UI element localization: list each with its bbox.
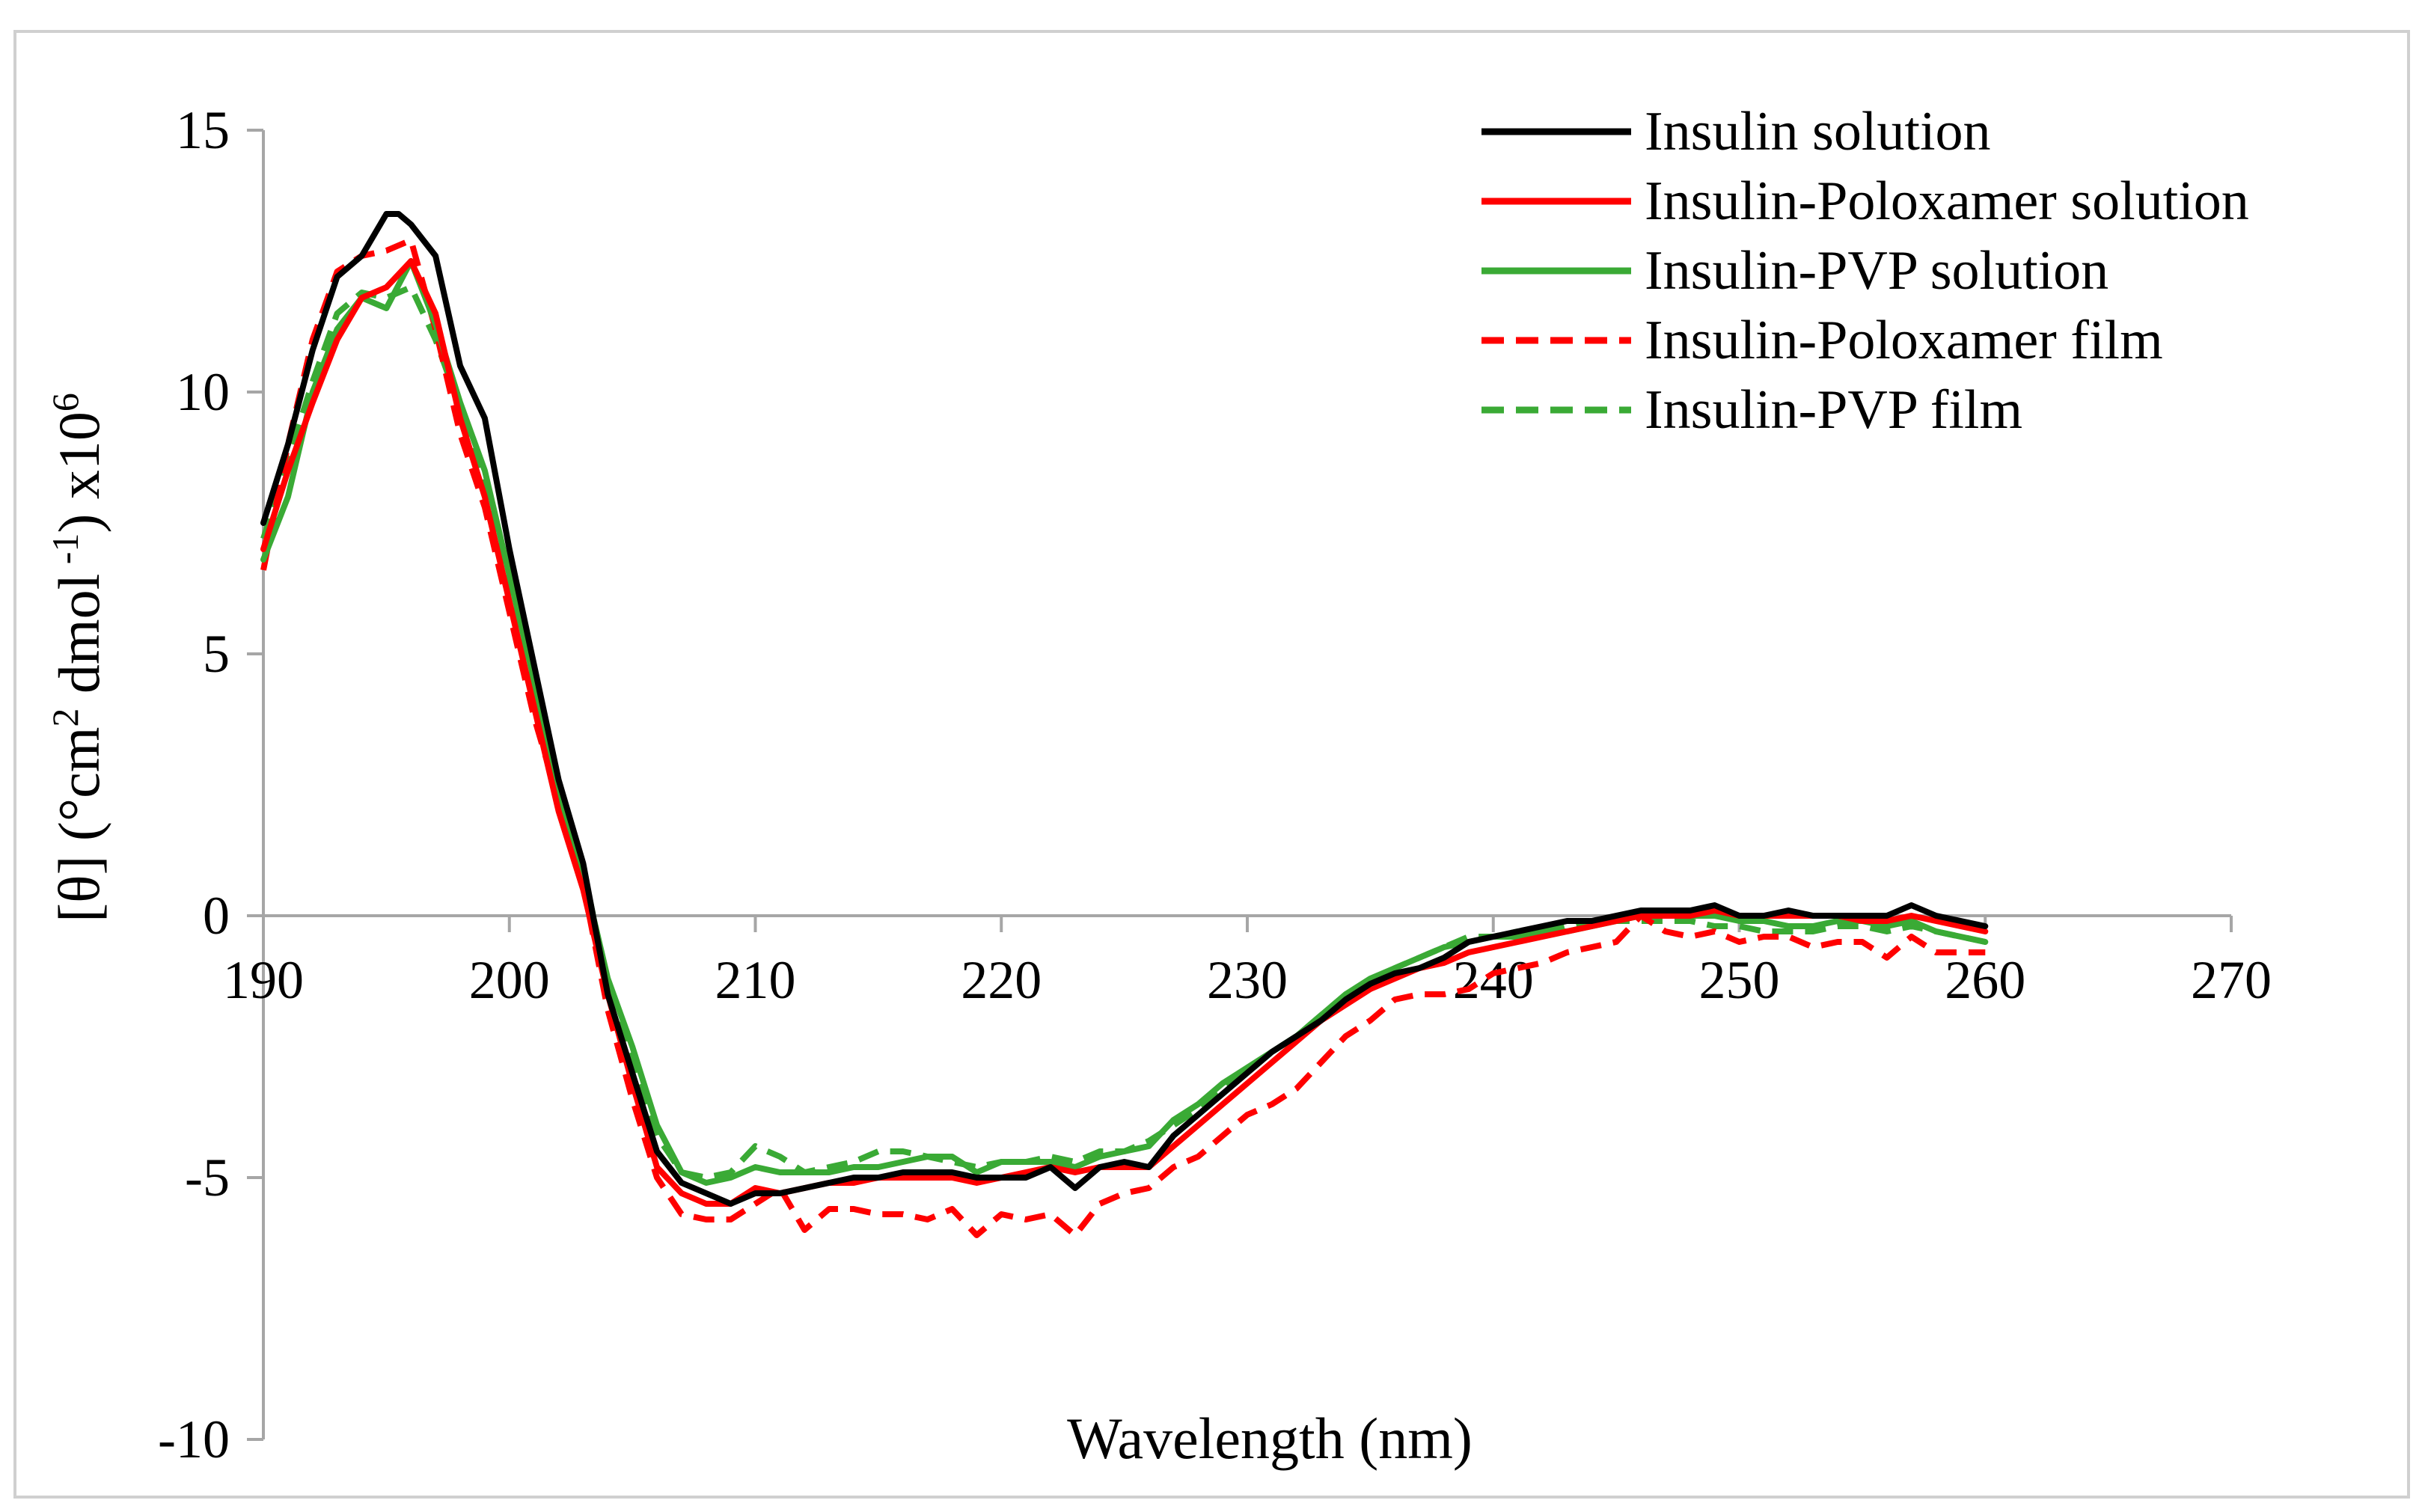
x-tick-label: 190	[223, 950, 304, 1010]
x-tick-label: 260	[1945, 950, 2025, 1010]
y-axis-title-suffix: ) x10	[46, 411, 111, 533]
ticks: 15 10 5 0 -5 -10 190 200 210 220 230 240 250 260 270	[158, 100, 2272, 1469]
cd-spectrum-chart: 15 10 5 0 -5 -10 190 200 210 220 230 240 250 260 270 I…	[44, 100, 2272, 1471]
x-tick-label: 250	[1699, 950, 1780, 1010]
series-layer	[260, 211, 1989, 1238]
legend-label-insulin-poloxamer-film: Insulin-Poloxamer film	[1645, 310, 2163, 371]
y-tick-label: 15	[176, 100, 230, 160]
y-axis-title-mid: dmol	[46, 574, 111, 708]
legend-label-insulin-poloxamer-solution: Insulin-Poloxamer solution	[1645, 171, 2249, 232]
y-axis-title-sup1: 2	[44, 708, 86, 727]
x-tick-label: 210	[715, 950, 796, 1010]
y-tick-label: -5	[185, 1148, 230, 1208]
y-axis-title: [θ] (°cm2 dmol -1) x106	[44, 393, 111, 922]
x-tick-label: 240	[1453, 950, 1534, 1010]
y-axis-title-sup2: -1	[44, 533, 86, 574]
legend-label-insulin-pvp-solution: Insulin-PVP solution	[1645, 240, 2109, 302]
legend-label-insulin-solution: Insulin solution	[1645, 101, 1991, 162]
chart-frame: 15 10 5 0 -5 -10 190 200 210 220 230 240 250 260 270 I…	[13, 30, 2410, 1499]
y-axis-title-prefix: [θ] (°cm	[46, 727, 111, 922]
y-tick-label: 0	[203, 886, 230, 946]
x-tick-label: 230	[1207, 950, 1288, 1010]
series-line-insulin-poloxamer-solution	[260, 258, 1989, 1207]
y-tick-label: -10	[158, 1410, 230, 1469]
legend-label-insulin-pvp-film: Insulin-PVP film	[1645, 379, 2022, 441]
series-line-insulin-solution	[260, 211, 1989, 1207]
y-tick-label: 10	[176, 362, 230, 422]
y-tick-label: 5	[203, 624, 230, 684]
x-tick-label: 200	[469, 950, 550, 1010]
y-axis-title-sup3: 6	[44, 393, 86, 411]
x-axis-title: Wavelength (nm)	[1067, 1406, 1473, 1471]
legend: Insulin solution Insulin-Poloxamer soluti…	[1481, 101, 2249, 441]
x-tick-label: 220	[961, 950, 1042, 1010]
x-tick-label: 270	[2191, 950, 2272, 1010]
